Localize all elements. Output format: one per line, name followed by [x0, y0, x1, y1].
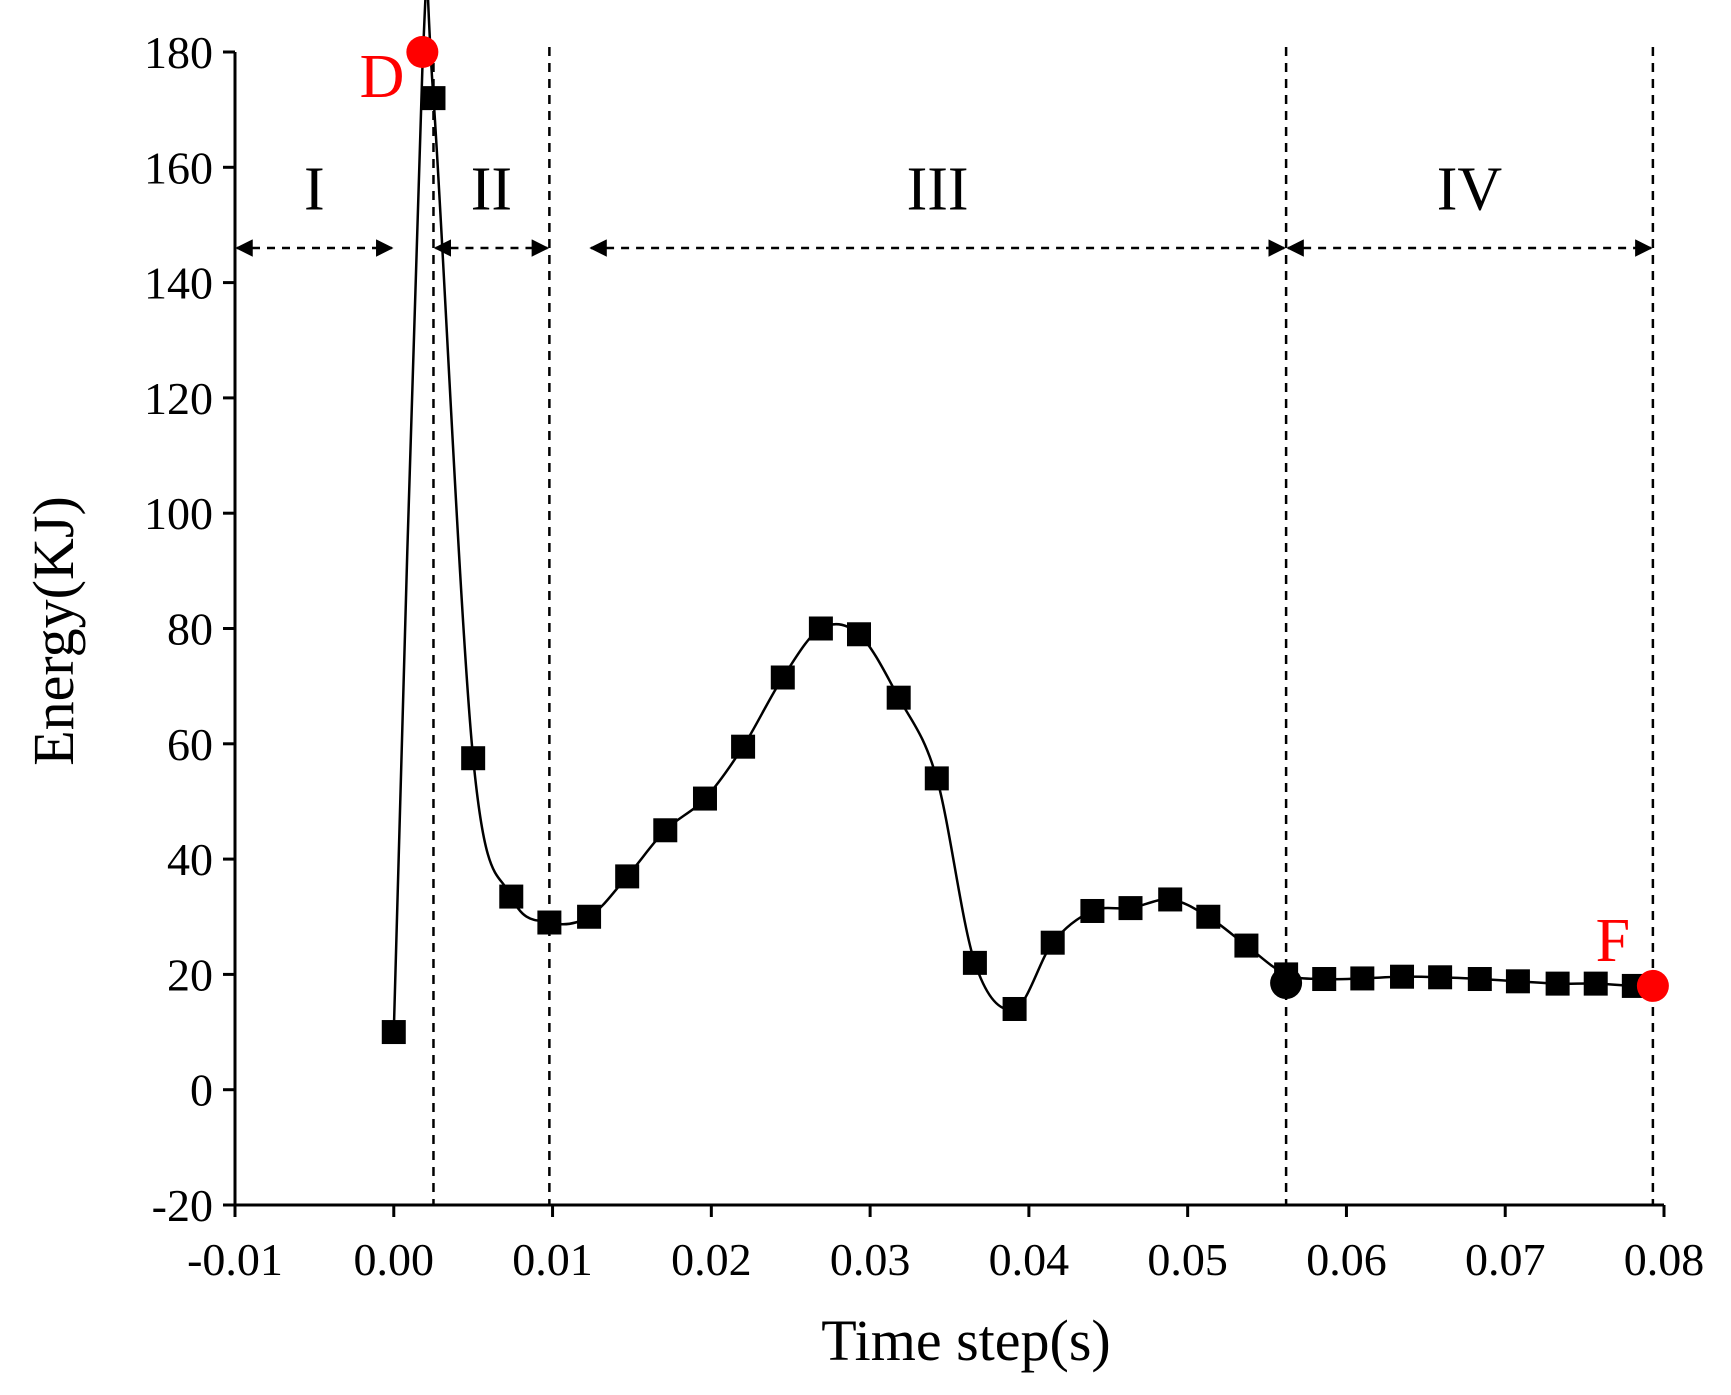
y-tick-label: 160	[144, 142, 213, 193]
data-point	[1312, 967, 1337, 992]
data-point	[1040, 930, 1065, 955]
point-d-label: D	[360, 43, 405, 111]
y-tick-label: 80	[167, 604, 213, 655]
data-point	[421, 86, 446, 111]
point-d-marker	[406, 36, 439, 68]
data-point	[1428, 965, 1453, 990]
region-label: IV	[1437, 155, 1503, 223]
x-axis-title: Time step(s)	[821, 1308, 1111, 1373]
tick-labels: -0.01 0.00 0.01 0.02 0.03 0.04 0.05 0.06 0.07 0.0…	[144, 27, 1704, 1285]
data-point	[577, 904, 602, 929]
y-tick-label: 180	[144, 27, 213, 78]
data-point	[1080, 898, 1105, 923]
x-tick-label: 0.01	[512, 1234, 593, 1285]
data-point	[537, 910, 562, 935]
data-point	[846, 622, 871, 647]
data-point	[653, 818, 678, 843]
data-point	[1158, 887, 1183, 912]
data-point	[615, 864, 640, 889]
y-tick-label: 120	[144, 373, 213, 424]
data-point	[731, 734, 756, 759]
x-tick-label: 0.06	[1306, 1234, 1387, 1285]
data-point	[1118, 896, 1143, 921]
y-axis-title: Energy(KJ)	[21, 496, 86, 766]
data-point	[1505, 969, 1530, 994]
data-point	[1350, 966, 1375, 991]
data-point	[1196, 904, 1221, 929]
data-point	[1002, 996, 1027, 1021]
data-point	[1467, 967, 1492, 992]
x-tick-label: 0.03	[830, 1234, 911, 1285]
region-label: I	[304, 155, 325, 223]
stage-regions: I II III IV	[235, 155, 1653, 257]
y-tick-label: 100	[144, 488, 213, 539]
data-point	[886, 685, 911, 710]
stage-boundaries	[432, 47, 1655, 1205]
data-point	[381, 1020, 406, 1045]
point-f-marker	[1636, 969, 1669, 1002]
x-tick-label: 0.00	[354, 1234, 435, 1285]
x-tick-label: -0.01	[187, 1234, 283, 1285]
data-point	[962, 950, 987, 975]
x-tick-label: 0.05	[1147, 1234, 1228, 1285]
y-tick-label: 0	[190, 1065, 213, 1116]
data-point	[1390, 964, 1415, 989]
data-point	[461, 746, 486, 771]
data-point	[808, 616, 833, 641]
data-point	[1545, 971, 1570, 996]
y-tick-label: 60	[167, 719, 213, 770]
data-point	[1234, 933, 1259, 958]
x-tick-label: 0.07	[1465, 1234, 1546, 1285]
y-tick-label: -20	[152, 1180, 213, 1231]
data-point	[1583, 971, 1608, 996]
data-point	[692, 786, 717, 811]
axes	[223, 50, 1666, 1217]
region-label: III	[907, 155, 969, 223]
y-tick-label: 140	[144, 258, 213, 309]
data-point	[499, 884, 524, 909]
special-points: DF	[360, 36, 1669, 1002]
point-f-label: F	[1596, 907, 1630, 975]
x-tick-label: 0.08	[1624, 1234, 1705, 1285]
y-tick-label: 20	[167, 949, 213, 1000]
data-point	[770, 665, 795, 690]
data-point	[924, 766, 949, 791]
series-markers	[381, 86, 1646, 1045]
x-tick-label: 0.04	[989, 1234, 1070, 1285]
region-label: II	[471, 155, 512, 223]
boundary-point-marker	[1270, 967, 1303, 1000]
y-tick-label: 40	[167, 834, 213, 885]
x-tick-label: 0.02	[671, 1234, 752, 1285]
